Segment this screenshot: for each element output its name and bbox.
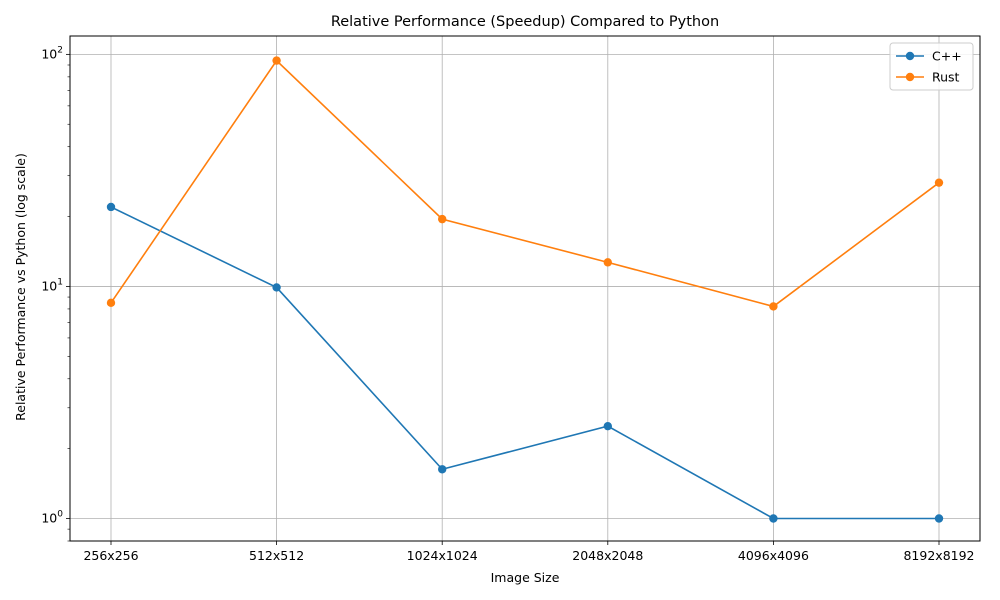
data-point-cp	[769, 514, 778, 523]
y-axis-label: Relative Performance vs Python (log scal…	[13, 153, 28, 421]
data-point-rust	[106, 298, 116, 308]
x-axis-ticks: 256x256 512x512 1024x1024 2048x2048 4096x409…	[83, 541, 975, 563]
data-point-cp	[438, 465, 447, 474]
x-tick-label: 256x256	[83, 548, 138, 563]
grid	[70, 36, 980, 541]
data-point-rust	[272, 56, 281, 65]
data-point-cp	[106, 202, 116, 212]
x-tick-label: 512x512	[249, 548, 304, 563]
x-tick-label: 2048x2048	[572, 548, 643, 563]
series-line-cp	[110, 206, 939, 520]
x-axis-label: Image Size	[491, 570, 560, 585]
legend-label: C++	[932, 49, 962, 64]
x-tick-label: 8192x8192	[903, 548, 974, 563]
legend-label: Rust	[932, 70, 960, 85]
data-point-rust	[934, 178, 944, 187]
x-tick-label: 1024x1024	[407, 548, 478, 563]
data-point-rust	[438, 214, 447, 224]
legend-marker	[905, 72, 915, 82]
y-tick-label: 102	[41, 45, 63, 61]
y-tick-label: 101	[41, 277, 63, 293]
series-layer	[106, 56, 944, 523]
series-line-rust	[110, 59, 940, 308]
data-point-cp	[272, 283, 281, 292]
data-point-cp	[603, 421, 612, 431]
plot-frame	[69, 35, 981, 542]
y-axis-ticks: 100 101 102	[41, 45, 70, 542]
x-tick-label: 4096x4096	[738, 548, 809, 563]
data-point-cp	[934, 514, 944, 523]
data-point-rust	[603, 258, 612, 267]
legend-marker	[905, 51, 915, 61]
legend: C++ Rust	[889, 42, 974, 91]
data-point-rust	[769, 302, 778, 311]
chart-title: Relative Performance (Speedup) Compared …	[331, 14, 719, 30]
y-tick-label: 100	[41, 510, 63, 526]
